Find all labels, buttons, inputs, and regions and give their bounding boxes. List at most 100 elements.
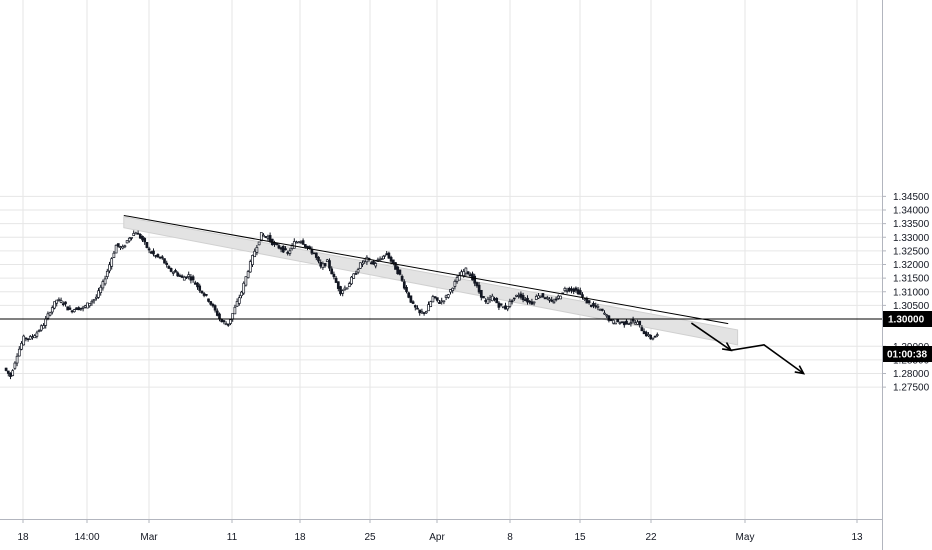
candle-body[interactable] (145, 242, 149, 248)
candle-body[interactable] (17, 348, 21, 357)
candle-body[interactable] (550, 299, 554, 302)
candle-body[interactable] (246, 271, 250, 279)
candle-body[interactable] (75, 307, 78, 310)
candle-body[interactable] (411, 301, 415, 304)
candles[interactable] (4, 230, 659, 380)
candle-body[interactable] (400, 275, 404, 281)
candle-body[interactable] (277, 245, 281, 249)
candle-body[interactable] (429, 301, 433, 307)
candle-body[interactable] (262, 234, 265, 237)
candle-body[interactable] (466, 271, 470, 275)
candle-body[interactable] (119, 246, 122, 248)
candle-body[interactable] (510, 300, 514, 303)
candle-body[interactable] (310, 249, 314, 254)
candle-body[interactable] (464, 267, 468, 274)
candle-body[interactable] (642, 331, 646, 335)
candle-body[interactable] (319, 262, 323, 267)
candle-body[interactable] (105, 270, 109, 277)
candle-body[interactable] (583, 298, 587, 301)
candle-body[interactable] (147, 248, 151, 251)
candle-body[interactable] (422, 312, 426, 314)
candle-body[interactable] (578, 290, 582, 295)
candle-body[interactable] (317, 256, 320, 262)
candle-body[interactable] (341, 290, 345, 294)
candle-body[interactable] (517, 295, 521, 297)
candle-body[interactable] (398, 269, 402, 275)
candle-body[interactable] (11, 370, 15, 376)
candle-body[interactable] (108, 264, 111, 272)
candle-body[interactable] (587, 300, 591, 303)
candle-body[interactable] (352, 273, 356, 279)
candle-body[interactable] (332, 273, 336, 278)
candle-body[interactable] (314, 252, 318, 258)
candle-body[interactable] (413, 305, 417, 308)
candle-body[interactable] (279, 247, 283, 250)
candle-body[interactable] (297, 241, 301, 244)
candle-body[interactable] (121, 246, 125, 249)
candle-body[interactable] (57, 298, 61, 301)
candle-body[interactable] (20, 342, 23, 350)
candle-body[interactable] (143, 238, 147, 243)
candle-body[interactable] (169, 268, 173, 272)
candle-body[interactable] (154, 255, 158, 257)
candle-body[interactable] (380, 258, 384, 260)
candle-body[interactable] (196, 282, 199, 288)
candle-body[interactable] (618, 322, 622, 324)
candle-body[interactable] (211, 303, 215, 307)
candle-body[interactable] (231, 312, 235, 320)
candle-body[interactable] (112, 252, 116, 258)
candle-body[interactable] (640, 327, 644, 332)
candle-body[interactable] (570, 288, 573, 291)
candle-body[interactable] (9, 372, 12, 377)
candle-body[interactable] (64, 301, 67, 305)
candle-body[interactable] (141, 235, 144, 241)
candle-body[interactable] (198, 285, 202, 291)
candle-body[interactable] (101, 281, 105, 289)
candle-body[interactable] (361, 262, 364, 265)
candle-body[interactable] (28, 336, 32, 340)
candle-body[interactable] (391, 259, 395, 264)
candle-body[interactable] (46, 313, 50, 319)
candle-body[interactable] (90, 300, 94, 304)
drawing-lines[interactable] (0, 214, 882, 375)
candle-body[interactable] (523, 299, 527, 301)
candle-body[interactable] (431, 296, 435, 303)
candle-body[interactable] (616, 319, 620, 323)
candle-body[interactable] (631, 319, 635, 322)
candle-body[interactable] (37, 330, 41, 332)
candle-body[interactable] (614, 322, 617, 325)
candle-body[interactable] (649, 334, 653, 340)
candle-body[interactable] (482, 296, 485, 299)
candle-body[interactable] (488, 297, 492, 300)
candle-body[interactable] (607, 315, 611, 321)
candle-body[interactable] (299, 240, 303, 243)
candle-body[interactable] (55, 299, 59, 304)
candle-body[interactable] (253, 250, 257, 258)
candle-body[interactable] (134, 232, 138, 235)
candle-body[interactable] (356, 269, 360, 273)
candle-body[interactable] (130, 237, 133, 239)
candle-body[interactable] (563, 288, 567, 292)
candle-body[interactable] (33, 335, 37, 339)
candle-body[interactable] (202, 293, 206, 296)
candle-body[interactable] (308, 246, 312, 249)
candle-body[interactable] (539, 295, 543, 298)
candle-body[interactable] (347, 283, 351, 288)
candle-body[interactable] (526, 297, 529, 303)
candle-body[interactable] (268, 235, 272, 242)
candle-body[interactable] (339, 286, 342, 295)
candle-body[interactable] (325, 259, 329, 262)
candle-body[interactable] (264, 236, 268, 238)
candle-body[interactable] (530, 301, 534, 305)
candle-body[interactable] (585, 298, 589, 304)
candle-body[interactable] (433, 296, 437, 298)
candle-body[interactable] (275, 243, 279, 246)
candle-body[interactable] (251, 255, 254, 266)
candle-body[interactable] (471, 273, 474, 281)
candle-body[interactable] (600, 308, 604, 311)
candle-body[interactable] (499, 303, 503, 306)
candle-body[interactable] (50, 307, 54, 313)
candle-body[interactable] (189, 276, 193, 281)
candle-body[interactable] (358, 262, 362, 269)
candle-body[interactable] (281, 245, 285, 253)
